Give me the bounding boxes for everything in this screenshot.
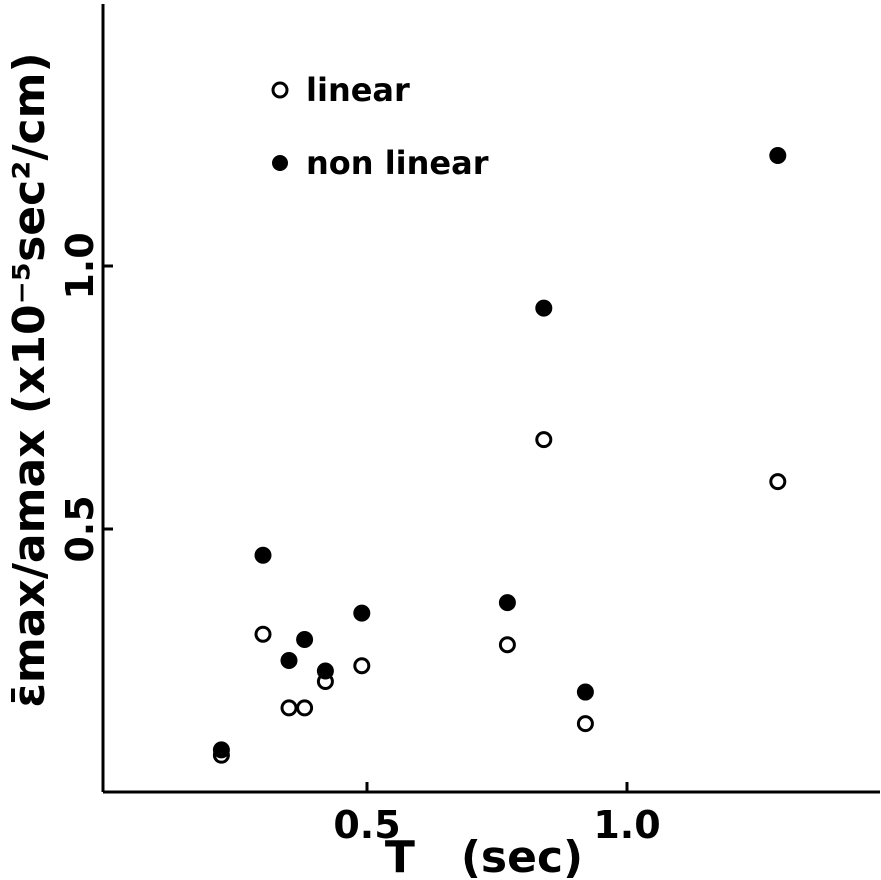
linear-point [498,636,516,654]
nonlinear-point [316,662,334,680]
nonlinear-point [576,683,594,701]
legend-marker-filled-circle [272,155,288,171]
linear-point [576,715,594,733]
x-axis-title: T (sec) [385,832,583,880]
legend-label: non linear [306,144,489,182]
nonlinear-point [535,299,553,317]
axes [101,4,880,794]
legend: linear non linear [271,71,489,182]
ticks: 0.5 1.0 0.5 1.0 [58,232,661,847]
nonlinear-point [498,594,516,612]
x-tick-label: 0.5 [333,803,400,847]
linear-point [296,699,314,717]
nonlinear-point [280,652,298,669]
y-axis-title: ε̄max/amax (x10⁻⁵sec²/cm) [4,52,55,707]
nonlinear-point [769,147,787,165]
nonlinear-point [296,630,314,648]
linear-point [280,699,298,717]
legend-marker-open-circle [271,81,289,99]
y-tick-label: 0.5 [58,495,102,562]
nonlinear-point [353,604,371,622]
legend-label: linear [306,71,410,109]
linear-point [769,473,787,491]
y-tick-label: 1.0 [58,232,102,299]
nonlinear-point [254,546,272,564]
linear-point [535,431,553,449]
nonlinear-point [212,741,230,759]
data-points [212,147,787,764]
linear-point [353,657,371,675]
linear-point [254,625,272,643]
x-tick-label: 1.0 [593,803,660,847]
